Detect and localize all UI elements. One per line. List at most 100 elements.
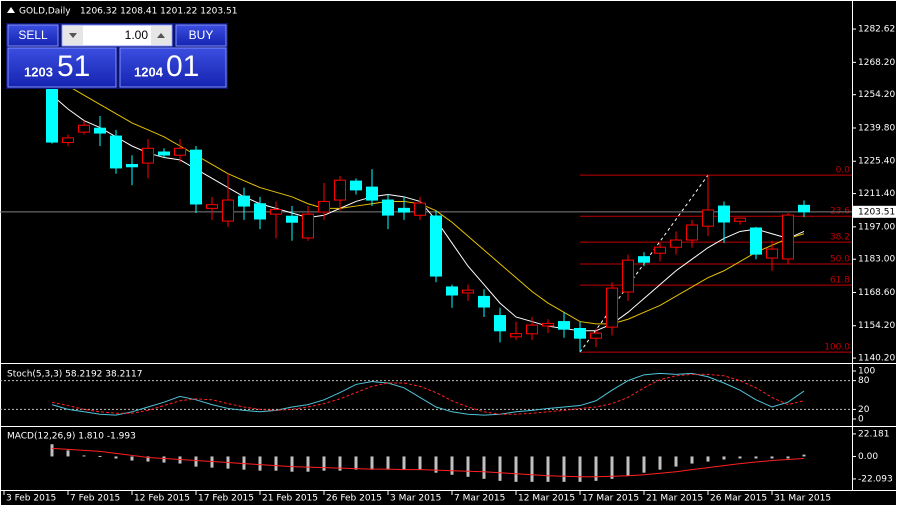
candle-body <box>46 84 58 143</box>
candle-body <box>638 256 650 263</box>
histogram-bar <box>738 456 742 459</box>
moving-average <box>51 94 805 332</box>
histogram-bar <box>130 456 134 461</box>
collapse-icon[interactable] <box>7 7 15 13</box>
bid-small: 51 <box>57 50 90 83</box>
x-tick-label: 7 Mar 2015 <box>454 494 505 504</box>
histogram-bar <box>338 456 342 471</box>
candle-body <box>334 179 346 201</box>
histogram-bar <box>594 456 598 481</box>
histogram-bar <box>674 456 678 467</box>
histogram-bar <box>514 456 518 482</box>
histogram-bar <box>562 456 566 482</box>
candle-body <box>702 209 714 227</box>
y-tick-label: 1282.62 <box>858 25 895 35</box>
histogram-bar <box>386 456 390 470</box>
x-tick-label: 12 Feb 2015 <box>134 494 190 504</box>
fibo-label: 61.8 <box>830 276 850 286</box>
candle-body <box>190 149 202 205</box>
x-tick-label: 3 Feb 2015 <box>6 494 56 504</box>
buy-price[interactable] <box>119 47 227 88</box>
candle-body <box>478 295 490 308</box>
ask-big: 1204 <box>134 64 164 79</box>
histogram-bar <box>306 456 310 472</box>
candle-body <box>750 227 762 255</box>
histogram-bar <box>610 456 614 479</box>
candle-body <box>718 205 730 223</box>
candle-body <box>286 215 298 223</box>
histogram-bar <box>450 456 454 475</box>
candle-body <box>766 248 778 259</box>
candle-body <box>366 186 378 201</box>
y-tick-label: 100 <box>858 367 875 377</box>
y-tick-label: 1254.20 <box>858 90 895 100</box>
histogram-bar <box>98 455 102 457</box>
axes: 1282.62 1268.20 1254.20 1239.80 1225.40 1211.… <box>3 25 897 504</box>
histogram-bar <box>82 455 86 457</box>
candle-body <box>542 322 554 327</box>
y-tick-label: 1268.20 <box>858 58 895 68</box>
fibo-label: 0.0 <box>836 166 851 176</box>
x-tick-label: 21 Mar 2015 <box>646 494 703 504</box>
x-tick-label: 21 Feb 2015 <box>262 494 318 504</box>
x-tick-label: 3 Mar 2015 <box>390 494 441 504</box>
x-tick-label: 7 Feb 2015 <box>70 494 120 504</box>
fibo-label: 50.0 <box>830 255 850 265</box>
buy-label: BUY <box>189 28 214 42</box>
histogram-bar <box>482 456 486 479</box>
histogram-bar <box>802 454 806 457</box>
candle-body <box>222 199 234 222</box>
sell-button[interactable] <box>7 24 59 47</box>
histogram-bar <box>690 456 694 464</box>
down-arrow <box>69 33 77 38</box>
indicator-line <box>51 372 805 416</box>
x-tick-label: 17 Mar 2015 <box>582 494 639 504</box>
histogram-bar <box>418 456 422 470</box>
lots-input[interactable] <box>61 24 173 47</box>
candle-body <box>254 203 266 220</box>
histogram-bar <box>370 456 374 470</box>
y-tick-label: 1239.80 <box>858 123 895 133</box>
histogram-bar <box>722 456 726 460</box>
candle-body <box>446 286 458 296</box>
y-tick-label: 1183.00 <box>858 255 895 265</box>
histogram-bar <box>66 450 70 457</box>
histogram-bar <box>626 456 630 476</box>
candle-body <box>798 204 810 213</box>
candle-body <box>430 215 442 277</box>
buy-button[interactable] <box>175 24 227 47</box>
candle-body <box>622 259 634 293</box>
candle-body <box>462 289 474 294</box>
y-tick-label: 1168.60 <box>858 288 895 298</box>
lots-value: 1.00 <box>125 28 149 42</box>
histogram-bar <box>546 456 550 482</box>
candle-body <box>590 332 602 339</box>
histogram-bar <box>162 456 166 463</box>
candle-body <box>350 180 362 191</box>
histogram-bar <box>146 456 150 462</box>
moving-average <box>51 76 805 325</box>
histogram-bar <box>786 456 790 459</box>
candle-body <box>78 124 90 133</box>
chart-header: GOLD,Daily 1206.32 1208.41 1201.22 1203.… <box>7 7 237 17</box>
candle-body <box>126 163 138 168</box>
histogram-bar <box>466 456 470 477</box>
candle-body <box>94 127 106 134</box>
symbol: GOLD,Daily <box>19 7 71 17</box>
histogram-bar <box>178 456 182 464</box>
histogram-bar <box>706 456 710 462</box>
candle-body <box>62 137 74 144</box>
candle-body <box>158 151 170 156</box>
histogram-bar <box>498 456 502 481</box>
y-tick-label: 1140.20 <box>858 354 895 364</box>
candle-body <box>110 135 122 169</box>
stoch-plot <box>0 372 852 416</box>
histogram-bar <box>434 456 438 473</box>
candle-body <box>686 224 698 241</box>
last-price-box <box>853 205 897 218</box>
y-tick-label: 20 <box>858 405 870 415</box>
histogram-bar <box>258 456 262 471</box>
sell-price[interactable] <box>7 47 117 88</box>
histogram-bar <box>658 456 662 470</box>
